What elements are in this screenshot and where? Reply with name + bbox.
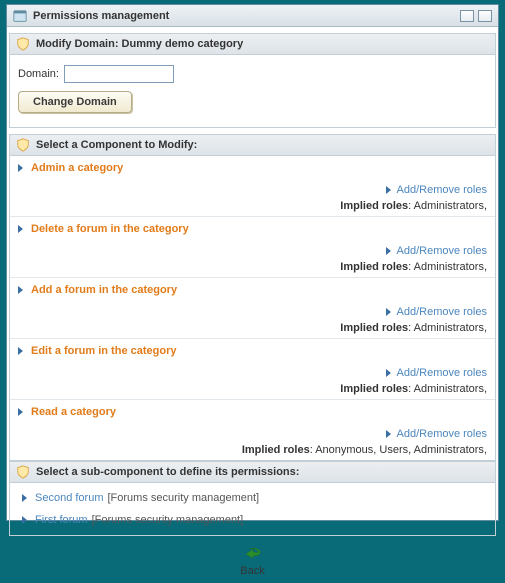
expand-icon[interactable] — [22, 494, 27, 502]
implied-roles-text: Implied roles: Administrators, — [18, 261, 487, 273]
component-item: Add a forum in the category Add/Remove ro… — [10, 277, 495, 338]
component-name[interactable]: Read a category — [31, 406, 116, 418]
expand-icon[interactable] — [18, 225, 23, 233]
expand-icon[interactable] — [18, 347, 23, 355]
shield-icon — [16, 37, 30, 51]
triangle-icon — [386, 247, 391, 255]
triangle-icon — [386, 369, 391, 377]
domain-section-header: Modify Domain: Dummy demo category — [9, 33, 496, 55]
back-label: Back — [240, 565, 264, 577]
back-arrow-icon — [244, 546, 262, 560]
component-item: Admin a category Add/Remove roles Implied … — [10, 156, 495, 216]
expand-icon[interactable] — [22, 516, 27, 524]
domain-header-text: Modify Domain: Dummy demo category — [36, 38, 243, 50]
component-item: Delete a forum in the category Add/Remove… — [10, 216, 495, 277]
domain-label: Domain: — [18, 68, 59, 80]
implied-roles-text: Implied roles: Administrators, — [18, 200, 487, 212]
triangle-icon — [386, 308, 391, 316]
triangle-icon — [386, 430, 391, 438]
component-item: Edit a forum in the category Add/Remove r… — [10, 338, 495, 399]
sub-component-item: Second forum [Forums security management] — [10, 487, 495, 509]
implied-roles-text: Implied roles: Anonymous, Users, Adminis… — [18, 444, 487, 456]
component-name[interactable]: Add a forum in the category — [31, 284, 177, 296]
expand-icon[interactable] — [18, 164, 23, 172]
sub-section-header: Select a sub-component to define its per… — [9, 461, 496, 483]
component-name[interactable]: Edit a forum in the category — [31, 345, 176, 357]
window-title: Permissions management — [33, 10, 169, 22]
component-name[interactable]: Delete a forum in the category — [31, 223, 189, 235]
change-domain-button[interactable]: Change Domain — [18, 91, 132, 113]
add-remove-roles-link[interactable]: Add/Remove roles — [397, 184, 488, 196]
domain-input[interactable] — [64, 65, 174, 83]
sub-component-desc: [Forums security management] — [107, 492, 259, 504]
components-header-text: Select a Component to Modify: — [36, 139, 197, 151]
sub-component-item: First forum [Forums security management] — [10, 509, 495, 531]
add-remove-roles-link[interactable]: Add/Remove roles — [397, 245, 488, 257]
component-item: Read a category Add/Remove roles Implied r… — [10, 399, 495, 460]
triangle-icon — [386, 186, 391, 194]
components-section-header: Select a Component to Modify: — [9, 134, 496, 156]
window-maximize-button[interactable] — [478, 10, 492, 22]
back-link[interactable]: Back — [240, 546, 264, 577]
add-remove-roles-link[interactable]: Add/Remove roles — [397, 367, 488, 379]
sub-header-text: Select a sub-component to define its per… — [36, 466, 299, 478]
components-list: Admin a category Add/Remove roles Implied … — [9, 156, 496, 461]
implied-roles-text: Implied roles: Administrators, — [18, 383, 487, 395]
sub-components-list: Second forum [Forums security management]… — [9, 483, 496, 536]
window-body: Modify Domain: Dummy demo category Domai… — [7, 27, 498, 583]
titlebar: Permissions management — [7, 5, 498, 27]
implied-roles-text: Implied roles: Administrators, — [18, 322, 487, 334]
shield-icon — [16, 138, 30, 152]
sub-component-desc: [Forums security management] — [92, 514, 244, 526]
expand-icon[interactable] — [18, 286, 23, 294]
component-name[interactable]: Admin a category — [31, 162, 123, 174]
expand-icon[interactable] — [18, 408, 23, 416]
permissions-window: Permissions management Modify Domain: Du… — [6, 4, 499, 521]
add-remove-roles-link[interactable]: Add/Remove roles — [397, 306, 488, 318]
window-minimize-button[interactable] — [460, 10, 474, 22]
sub-component-link[interactable]: Second forum — [35, 492, 103, 504]
add-remove-roles-link[interactable]: Add/Remove roles — [397, 428, 488, 440]
sub-component-link[interactable]: First forum — [35, 514, 88, 526]
back-area: Back — [9, 546, 496, 577]
window-icon — [13, 9, 27, 23]
shield-icon — [16, 465, 30, 479]
domain-box: Domain: Change Domain — [9, 55, 496, 128]
